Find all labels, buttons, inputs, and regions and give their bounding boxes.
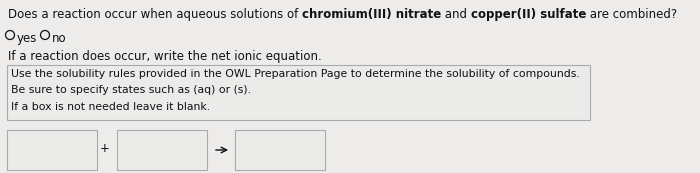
Text: chromium(III) nitrate: chromium(III) nitrate bbox=[302, 8, 441, 21]
Bar bbox=[117, 130, 207, 170]
Text: Does a reaction occur when aqueous solutions of: Does a reaction occur when aqueous solut… bbox=[8, 8, 302, 21]
Text: yes: yes bbox=[17, 32, 37, 45]
Text: Use the solubility rules provided in the OWL Preparation Page to determine the s: Use the solubility rules provided in the… bbox=[11, 69, 580, 79]
Bar bbox=[7, 130, 97, 170]
Text: If a box is not needed leave it blank.: If a box is not needed leave it blank. bbox=[11, 102, 210, 112]
Text: +: + bbox=[100, 143, 110, 156]
Text: If a reaction does occur, write the net ionic equation.: If a reaction does occur, write the net … bbox=[8, 50, 322, 63]
Bar bbox=[235, 130, 325, 170]
Text: no: no bbox=[52, 32, 66, 45]
Text: Be sure to specify states such as (aq) or (s).: Be sure to specify states such as (aq) o… bbox=[11, 85, 251, 95]
Bar bbox=[7, 65, 590, 120]
Text: and: and bbox=[441, 8, 471, 21]
Text: are combined?: are combined? bbox=[587, 8, 678, 21]
Text: copper(II) sulfate: copper(II) sulfate bbox=[471, 8, 587, 21]
